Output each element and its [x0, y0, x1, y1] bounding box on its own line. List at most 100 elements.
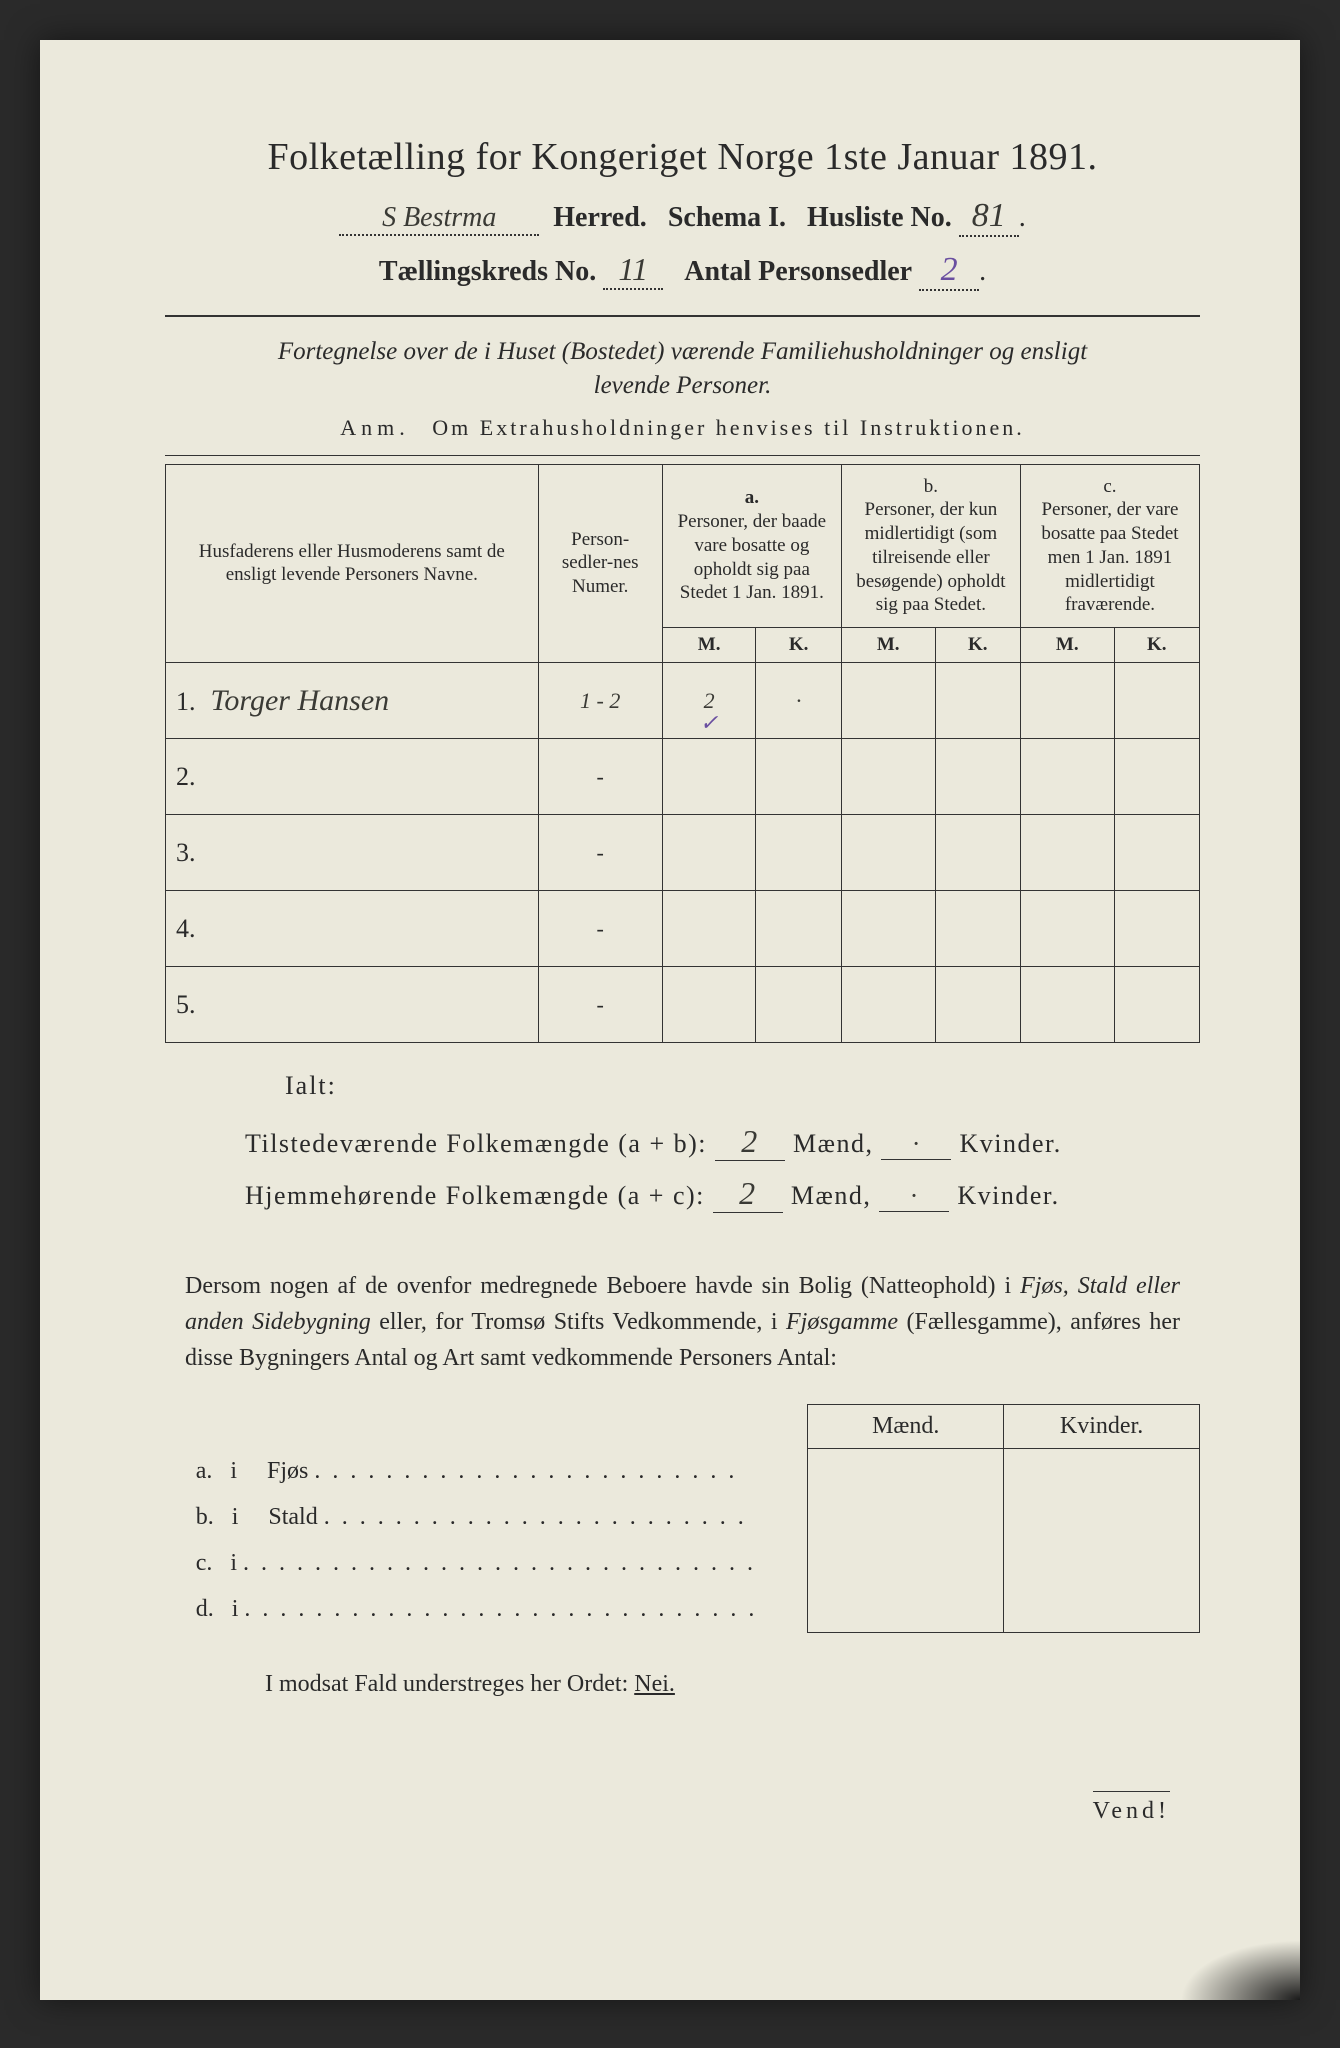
kvinder-header: Kvinder.	[1004, 1405, 1200, 1449]
mk-row-label: d. i . . . . . . . . . . . . . . . . . .…	[186, 1587, 808, 1633]
mk-row-label: b. i Stald . . . . . . . . . . . . . . .…	[186, 1495, 808, 1541]
tick-mark: ✓	[700, 710, 718, 736]
psn-cell: -	[538, 967, 662, 1043]
header-line-3: Tællingskreds No. 11 Antal Personsedler …	[165, 251, 1200, 291]
para-mid: eller, for Tromsø Stifts Vedkommende, i	[371, 1309, 786, 1335]
anm-text: Om Extrahusholdninger henvises til Instr…	[432, 415, 1024, 440]
b-k-cell	[935, 967, 1020, 1043]
subtitle-line2: levende Personer.	[594, 372, 772, 399]
dots: . . . . . . . . . . . . . . . . . . . . …	[243, 1550, 756, 1576]
b-m-cell	[841, 739, 935, 815]
mk-i: i	[232, 1504, 239, 1530]
mk-label: Fjøs	[267, 1458, 308, 1484]
mk-row: d. i . . . . . . . . . . . . . . . . . .…	[186, 1587, 1200, 1633]
row-num: 2.	[176, 762, 204, 792]
mk-m: M.	[841, 628, 935, 663]
col-c-text: Personer, der vare bosatte paa Stedet me…	[1041, 499, 1178, 615]
ab-m-value: 2	[715, 1123, 785, 1161]
mk-m-cell	[808, 1449, 1004, 1495]
maend-header: Mænd.	[808, 1405, 1004, 1449]
a-m-cell	[662, 815, 756, 891]
antal-field: 2	[919, 251, 979, 291]
col-b-text: Personer, der kun midlertidigt (som tilr…	[856, 499, 1005, 615]
maend-label: Mænd,	[791, 1181, 871, 1210]
psn-cell: -	[538, 739, 662, 815]
mk-k: K.	[1114, 628, 1199, 663]
c-m-cell	[1020, 815, 1114, 891]
b-k-cell	[935, 891, 1020, 967]
kvinder-label: Kvinder.	[959, 1129, 1061, 1158]
row-num: 1.	[176, 687, 204, 717]
divider-thin	[165, 455, 1200, 456]
kreds-no-field: 11	[603, 251, 663, 290]
row-name-cell: 1. Torger Hansen	[166, 663, 539, 739]
para-em2: Fjøsgamme	[786, 1309, 898, 1335]
a-m-cell	[662, 967, 756, 1043]
col-names-header: Husfaderens eller Husmoderens samt de en…	[166, 464, 539, 663]
a-k-cell	[756, 891, 841, 967]
mk-label: Stald	[268, 1504, 317, 1530]
schema-label: Schema I.	[668, 202, 786, 233]
anm-label: Anm.	[340, 415, 410, 440]
dots: . . . . . . . . . . . . . . . . . . . . …	[324, 1504, 747, 1530]
vend-line: Vend!	[165, 1798, 1170, 1825]
ac-k-value: ·	[879, 1181, 949, 1212]
table-row: 3. -	[166, 815, 1200, 891]
mk-k-cell	[1004, 1495, 1200, 1541]
table-body: 1. Torger Hansen 1 - 2 2 ✓ · 2. -	[166, 663, 1200, 1043]
husliste-label: Husliste No.	[807, 202, 952, 233]
b-m-cell	[841, 967, 935, 1043]
mk-m-cell	[808, 1587, 1004, 1633]
c-m-cell	[1020, 891, 1114, 967]
mk-row: b. i Stald . . . . . . . . . . . . . . .…	[186, 1495, 1200, 1541]
col-b-header: b. Personer, der kun midlertidigt (som t…	[841, 464, 1020, 628]
c-m-cell	[1020, 663, 1114, 739]
modsat-text: I modsat Fald understreges her Ordet:	[265, 1671, 634, 1697]
page-corner-shadow	[1180, 1940, 1300, 2000]
page-title: Folketælling for Kongeriget Norge 1ste J…	[165, 135, 1200, 179]
mk-m: M.	[1020, 628, 1114, 663]
kreds-label: Tællingskreds No.	[379, 256, 596, 287]
mk-key: b.	[196, 1504, 214, 1530]
maend-label: Mænd,	[793, 1129, 873, 1158]
para-before: Dersom nogen af de ovenfor medregnede Be…	[185, 1273, 1020, 1299]
mk-k: K.	[935, 628, 1020, 663]
a-k-cell: ·	[756, 663, 841, 739]
row-num: 5.	[176, 990, 204, 1020]
c-k-cell	[1114, 967, 1199, 1043]
anm-note: Anm. Om Extrahusholdninger henvises til …	[165, 415, 1200, 441]
row-num: 4.	[176, 914, 204, 944]
col-psn-text: Person-sedler-nes Numer.	[562, 529, 639, 598]
ab-k-value: ·	[881, 1129, 951, 1160]
herred-label: Herred.	[553, 202, 647, 233]
c-k-cell	[1114, 891, 1199, 967]
ab-label: Tilstedeværende Folkemængde (a + b):	[245, 1129, 707, 1158]
table-row: 5. -	[166, 967, 1200, 1043]
modsat-line: I modsat Fald understreges her Ordet: Ne…	[265, 1671, 1200, 1698]
mk-key: d.	[196, 1596, 214, 1622]
col-a-label: a.	[745, 487, 759, 508]
a-k-cell	[756, 815, 841, 891]
psn-cell: -	[538, 891, 662, 967]
census-form-page: Folketælling for Kongeriget Norge 1ste J…	[40, 40, 1300, 2000]
col-b-label: b.	[924, 476, 938, 497]
col-names-text: Husfaderens eller Husmoderens samt de en…	[199, 541, 505, 586]
mk-row-label: c. i . . . . . . . . . . . . . . . . . .…	[186, 1541, 808, 1587]
a-k-cell	[756, 739, 841, 815]
ac-label: Hjemmehørende Folkemængde (a + c):	[245, 1181, 705, 1210]
c-m-cell	[1020, 739, 1114, 815]
sidebygning-table: Mænd. Kvinder. a. i Fjøs . . . . . . . .…	[186, 1404, 1200, 1633]
table-row: 1. Torger Hansen 1 - 2 2 ✓ ·	[166, 663, 1200, 739]
mk-row: a. i Fjøs . . . . . . . . . . . . . . . …	[186, 1449, 1200, 1495]
dots: . . . . . . . . . . . . . . . . . . . . …	[244, 1596, 757, 1622]
psn-cell: 1 - 2	[538, 663, 662, 739]
header-line-2: S Bestrma Herred. Schema I. Husliste No.…	[165, 197, 1200, 237]
mk-m-cell	[808, 1541, 1004, 1587]
row-num: 3.	[176, 838, 204, 868]
dots: . . . . . . . . . . . . . . . . . . . . …	[314, 1458, 737, 1484]
row-name-cell: 4.	[166, 891, 539, 967]
totals-block: Ialt: Tilstedeværende Folkemængde (a + b…	[245, 1071, 1200, 1213]
table-row: 4. -	[166, 891, 1200, 967]
col-a-text: Personer, der baade vare bosatte og opho…	[678, 511, 827, 603]
row-name-cell: 5.	[166, 967, 539, 1043]
